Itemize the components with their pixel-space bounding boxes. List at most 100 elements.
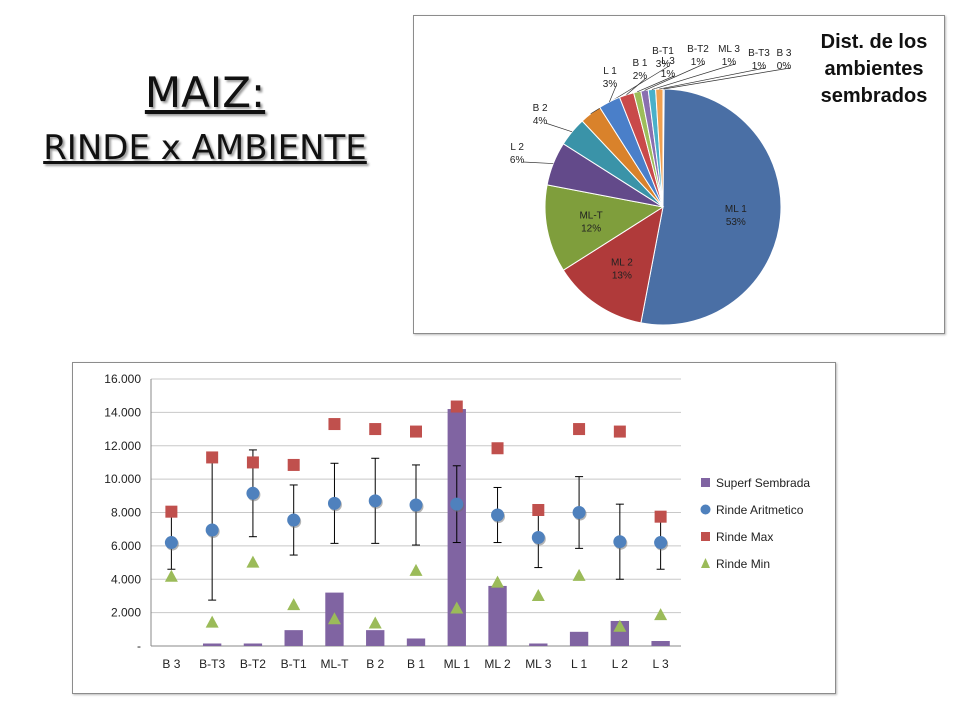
marker-rinde-min: [613, 619, 627, 632]
pie-slice-label: B-T2: [687, 44, 709, 55]
marker-rinde-aritmetico: [327, 496, 341, 510]
pie-slice-pct: 6%: [510, 155, 525, 166]
pie-leader-line: [626, 77, 647, 96]
legend-label: Superf Sembrada: [716, 476, 810, 490]
x-tick-label: B 3: [162, 657, 180, 671]
pie-chart-frame: ML 1 53% ML 2 13% ML-T 12% L 2 6% B 2 4% B-T1 3% L 1…: [413, 15, 945, 334]
x-tick-label: L 2: [612, 657, 629, 671]
pie-slice-pct: 53%: [726, 217, 746, 228]
bar-superf-sembrada: [202, 643, 222, 646]
marker-rinde-min: [409, 563, 423, 576]
marker-rinde-aritmetico: [531, 531, 545, 545]
x-tick-label: B-T3: [199, 657, 225, 671]
marker-rinde-aritmetico: [368, 494, 382, 508]
slide-title: MAIZ:: [144, 68, 266, 117]
x-tick-label: B-T2: [240, 657, 266, 671]
pie-slice: [544, 184, 665, 271]
bar-superf-sembrada: [529, 643, 548, 646]
y-tick-label: 2.000: [111, 606, 141, 620]
pie-slice-label: ML-T: [579, 211, 602, 222]
marker-rinde-min: [164, 569, 178, 582]
pie-slice-label: B-T3: [748, 48, 770, 59]
marker-rinde-aritmetico: [246, 486, 260, 500]
pie-slice: [562, 205, 664, 324]
pie-slice-label: ML 3: [718, 44, 740, 55]
x-tick-label: ML 2: [484, 657, 511, 671]
y-tick-label: 6.000: [111, 539, 141, 553]
bar-superf-sembrada: [284, 630, 303, 646]
marker-rinde-max: [165, 505, 178, 518]
marker-rinde-aritmetico: [287, 513, 301, 527]
legend-label: Rinde Min: [716, 557, 770, 571]
slide-subtitle: RINDE x AMBIENTE: [43, 128, 367, 168]
y-tick-label: 16.000: [104, 372, 141, 386]
marker-rinde-max: [613, 425, 626, 438]
legend-swatch-triangle: [701, 558, 710, 568]
x-tick-label: B 2: [366, 657, 384, 671]
pie-slice-pct: 1%: [661, 69, 676, 80]
marker-rinde-aritmetico: [613, 535, 627, 549]
pie-title: sembrados: [821, 85, 928, 107]
marker-rinde-max: [206, 451, 219, 464]
marker-rinde-min: [327, 612, 341, 625]
pie-slice-label: ML 2: [611, 258, 633, 269]
pie-leader-line: [523, 161, 554, 164]
marker-rinde-max: [654, 510, 667, 523]
y-tick-label: 12.000: [104, 439, 141, 453]
bar-superf-sembrada: [569, 631, 589, 646]
legend-swatch-square: [701, 532, 710, 541]
bar-superf-sembrada: [243, 643, 263, 646]
marker-rinde-min: [531, 588, 545, 601]
pie-title: Dist. de los: [821, 31, 928, 53]
marker-rinde-max: [246, 456, 259, 469]
pie-leader-line: [651, 63, 736, 90]
pie-leader-line: [663, 67, 791, 90]
legend-label: Rinde Aritmetico: [716, 503, 804, 517]
x-tick-label: L 1: [571, 657, 588, 671]
pie-leader-line: [609, 85, 617, 102]
pie-chart: ML 1 53% ML 2 13% ML-T 12% L 2 6% B 2 4% B-T1 3% L 1…: [510, 31, 928, 326]
pie-leader-line: [659, 67, 766, 90]
pie-slice-label: L 2: [510, 142, 524, 153]
pie-slice-pct: 12%: [581, 224, 601, 235]
pie-slice-pct: 13%: [612, 271, 632, 282]
bar-superf-sembrada: [366, 630, 385, 646]
marker-rinde-aritmetico: [409, 498, 423, 512]
y-tick-label: -: [137, 639, 141, 653]
marker-rinde-max: [369, 423, 382, 436]
marker-rinde-aritmetico: [450, 497, 464, 511]
pie-slice: [640, 88, 782, 326]
pie-slice-pct: 2%: [633, 71, 648, 82]
marker-rinde-max: [573, 423, 586, 436]
pie-slice-pct: 3%: [603, 79, 618, 90]
pie-slice-label: L 1: [603, 66, 617, 77]
marker-rinde-max: [287, 458, 300, 471]
legend-swatch-circle: [700, 504, 711, 515]
marker-rinde-aritmetico: [164, 536, 178, 550]
x-tick-label: B 1: [407, 657, 425, 671]
pie-slice-label: B 3: [776, 48, 791, 59]
marker-rinde-aritmetico: [205, 523, 219, 537]
bar-superf-sembrada: [651, 640, 670, 646]
pie-leader-line: [644, 63, 705, 91]
marker-rinde-min: [491, 575, 505, 588]
marker-rinde-min: [368, 616, 382, 629]
y-tick-label: 4.000: [111, 572, 141, 586]
legend-swatch-bar: [701, 478, 710, 487]
y-tick-label: 14.000: [104, 405, 141, 419]
pie-slice-label: ML 1: [725, 204, 747, 215]
marker-rinde-max: [491, 442, 504, 455]
marker-rinde-min: [287, 598, 301, 611]
marker-rinde-max: [450, 400, 463, 413]
pie-slice-pct: 4%: [533, 116, 548, 127]
y-tick-label: 10.000: [104, 472, 141, 486]
marker-rinde-min: [572, 568, 586, 581]
legend-label: Rinde Max: [716, 530, 773, 544]
bar-superf-sembrada: [406, 638, 426, 646]
bar-chart: - 2.000 4.000 6.000 8.000 10.000 12.000 14.000 1…: [104, 372, 810, 671]
marker-rinde-aritmetico: [572, 506, 586, 519]
marker-rinde-min: [654, 608, 668, 621]
pie-title: ambientes: [825, 58, 924, 80]
pie-slice-label: B-T1: [652, 46, 674, 57]
bar-superf-sembrada: [610, 620, 630, 646]
